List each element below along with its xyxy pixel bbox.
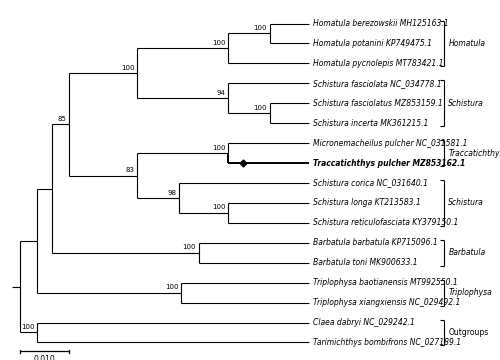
Text: Claea dabryi NC_029242.1: Claea dabryi NC_029242.1 (312, 318, 414, 327)
Text: 100: 100 (212, 204, 226, 211)
Text: Traccatichthys: Traccatichthys (448, 149, 500, 158)
Text: Schistura: Schistura (448, 99, 484, 108)
Text: Schistura fasciolatus MZ853159.1: Schistura fasciolatus MZ853159.1 (312, 99, 442, 108)
Text: 100: 100 (122, 65, 135, 71)
Text: Homatula: Homatula (448, 39, 486, 48)
Text: Homatula pycnolepis MT783421.1: Homatula pycnolepis MT783421.1 (312, 59, 443, 68)
Text: Homatula berezowskii MH125163.1: Homatula berezowskii MH125163.1 (312, 19, 448, 28)
Text: Outgroups: Outgroups (448, 328, 488, 337)
Text: Homatula potanini KP749475.1: Homatula potanini KP749475.1 (312, 39, 432, 48)
Text: Barbatula barbatula KP715096.1: Barbatula barbatula KP715096.1 (312, 238, 438, 247)
Text: Schistura: Schistura (448, 198, 484, 207)
Text: 100: 100 (182, 244, 196, 250)
Text: 100: 100 (212, 40, 226, 46)
Text: Traccatichthys pulcher MZ853162.1: Traccatichthys pulcher MZ853162.1 (312, 158, 465, 167)
Text: Barbatula toni MK900633.1: Barbatula toni MK900633.1 (312, 258, 418, 267)
Text: Schistura incerta MK361215.1: Schistura incerta MK361215.1 (312, 119, 428, 128)
Text: Schistura longa KT213583.1: Schistura longa KT213583.1 (312, 198, 420, 207)
Text: Triplophysa: Triplophysa (448, 288, 492, 297)
Text: 100: 100 (254, 25, 267, 31)
Text: Triplophysa xiangxiensis NC_029492.1: Triplophysa xiangxiensis NC_029492.1 (312, 298, 460, 307)
Text: 83: 83 (126, 167, 135, 173)
Text: Triplophysa baotianensis MT992550.1: Triplophysa baotianensis MT992550.1 (312, 278, 458, 287)
Text: Schistura corica NC_031640.1: Schistura corica NC_031640.1 (312, 179, 428, 188)
Text: 100: 100 (21, 324, 34, 330)
Text: 100: 100 (166, 284, 179, 290)
Text: 100: 100 (254, 105, 267, 111)
Text: Tarimichthys bombifrons NC_027189.1: Tarimichthys bombifrons NC_027189.1 (312, 338, 461, 347)
Text: 0.010: 0.010 (34, 355, 55, 360)
Text: 100: 100 (212, 145, 226, 151)
Text: 94: 94 (216, 90, 226, 96)
Text: Schistura reticulofasciata KY379150.1: Schistura reticulofasciata KY379150.1 (312, 219, 458, 228)
Text: 98: 98 (168, 190, 176, 195)
Text: Barbatula: Barbatula (448, 248, 486, 257)
Text: Schistura fasciolata NC_034778.1: Schistura fasciolata NC_034778.1 (312, 79, 442, 88)
Text: 85: 85 (58, 116, 66, 122)
Text: Micronemacheilus pulcher NC_031581.1: Micronemacheilus pulcher NC_031581.1 (312, 139, 467, 148)
